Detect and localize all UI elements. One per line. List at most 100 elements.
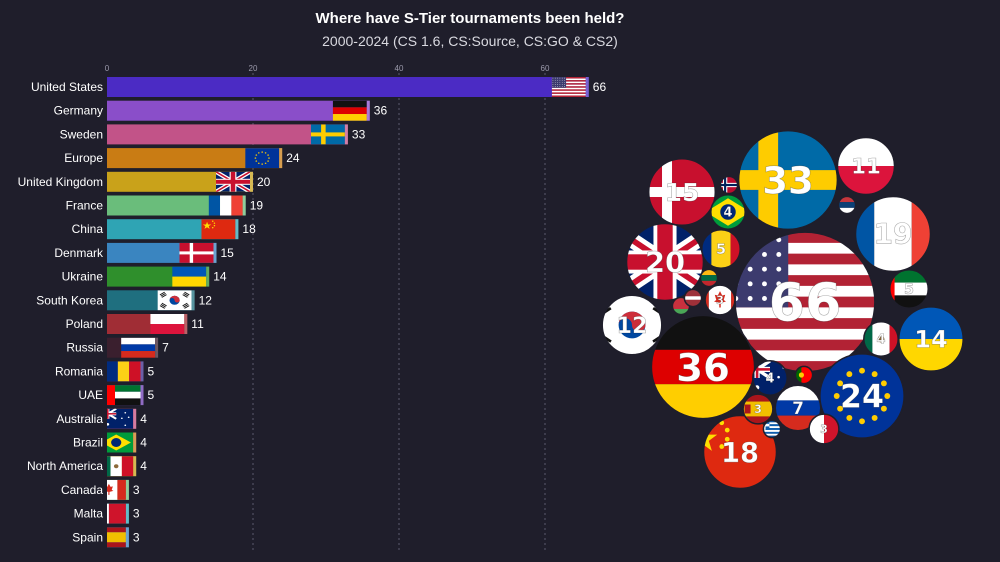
category-label: Denmark <box>54 246 104 260</box>
bubble: 7 <box>774 384 822 432</box>
bar-row: Australia 4 <box>56 408 147 429</box>
bubble-label: 11 <box>851 155 881 180</box>
flag-icon <box>107 385 141 406</box>
value-label: 3 <box>133 483 140 497</box>
bar-edge <box>206 266 210 287</box>
bar-edge <box>125 527 129 548</box>
bar-row: Romania 5 <box>55 361 155 382</box>
category-label: Germany <box>54 104 103 118</box>
bar-row: Denmark 15 <box>54 242 235 263</box>
bubble-label: 4 <box>877 333 886 348</box>
bubble-label: 66 <box>769 273 842 334</box>
value-label: 12 <box>199 293 213 307</box>
bar-edge <box>235 219 239 240</box>
flag-icon <box>107 361 141 382</box>
bubble: 14 <box>898 306 964 372</box>
value-label: 4 <box>140 412 147 426</box>
bar <box>107 124 348 145</box>
bubble <box>683 288 703 308</box>
bar-edge <box>191 290 195 311</box>
category-label: Russia <box>66 341 103 355</box>
bar-row: Europe 24 <box>64 148 300 169</box>
flag-icon <box>863 321 899 357</box>
flag-icon <box>245 148 280 169</box>
flag-icon <box>701 229 741 269</box>
bubble: 4 <box>752 360 788 396</box>
bar-row: North America 4 <box>27 456 147 477</box>
flag-icon <box>705 285 735 315</box>
flag-icon <box>743 394 773 424</box>
value-label: 15 <box>221 246 235 260</box>
bar-row: Ukraine 14 <box>62 266 227 287</box>
bubble-label: 3 <box>754 403 762 416</box>
bubble-label: 5 <box>716 242 726 258</box>
bubble-label: 20 <box>645 245 685 279</box>
bar-row: Russia 7 <box>66 337 169 358</box>
chart-title: Where have S-Tier tournaments been held? <box>315 10 625 27</box>
category-label: Malta <box>74 507 104 521</box>
bubble-label: 5 <box>904 282 914 298</box>
bar-edge <box>184 314 188 334</box>
flag-icon <box>310 124 345 145</box>
flag-icon <box>898 306 964 372</box>
bar-edge <box>133 408 137 429</box>
category-label: France <box>66 199 104 213</box>
flag-icon <box>107 503 126 524</box>
flag-icon <box>672 297 690 315</box>
x-tick-label: 60 <box>541 64 550 73</box>
bubble: 5 <box>701 229 741 269</box>
bar-edge <box>155 337 159 358</box>
bubble-label: 33 <box>762 159 814 202</box>
category-label: Brazil <box>73 436 103 450</box>
value-label: 5 <box>148 364 155 378</box>
bar-row: Sweden 33 <box>60 124 366 145</box>
bubble: 15 <box>647 157 717 227</box>
flag-icon <box>179 242 214 263</box>
bubble: 24 <box>819 353 905 439</box>
category-label: Europe <box>64 151 103 165</box>
value-label: 14 <box>213 270 227 284</box>
bubble-label: 4 <box>766 372 775 387</box>
chart-subtitle: 2000-2024 (CS 1.6, CS:Source, CS:GO & CS… <box>322 33 618 49</box>
bubble <box>719 175 739 195</box>
flag-icon <box>208 195 243 216</box>
bar-edge <box>213 242 217 263</box>
bubble: 3 <box>808 413 840 445</box>
flag-icon <box>700 269 718 287</box>
bubble: 4 <box>863 321 899 357</box>
value-label: 24 <box>286 151 300 165</box>
value-label: 5 <box>148 388 155 402</box>
category-label: UAE <box>78 388 103 402</box>
bar <box>107 148 283 169</box>
bubble-label: 12 <box>616 313 647 339</box>
bubble <box>762 419 782 439</box>
bubble-label: 19 <box>873 218 912 251</box>
bubble-label: 3 <box>820 423 828 436</box>
bar-edge <box>125 479 129 500</box>
flag-icon <box>107 527 126 548</box>
flag-icon <box>855 196 931 272</box>
flag-icon <box>809 414 839 444</box>
bar-edge <box>585 77 589 97</box>
bubble-label: 3 <box>716 294 724 307</box>
value-label: 18 <box>242 222 256 236</box>
x-tick-label: 40 <box>395 64 404 73</box>
bar-edge <box>133 432 137 453</box>
flag-icon <box>107 456 134 477</box>
bubble-label: 15 <box>665 178 700 207</box>
value-label: 36 <box>374 104 388 118</box>
bubble <box>837 195 857 215</box>
flag-icon <box>150 314 185 334</box>
value-label: 4 <box>140 459 147 473</box>
bar-row: Spain 3 <box>72 527 140 548</box>
bubble <box>671 296 691 316</box>
bubble: 33 <box>737 129 839 231</box>
flag-icon <box>107 479 126 500</box>
bubble: 3 <box>704 284 736 316</box>
bar-row: Poland 11 <box>66 314 204 334</box>
category-label: North America <box>27 459 103 473</box>
bar-edge <box>344 124 348 145</box>
value-label: 19 <box>250 199 264 213</box>
bar-edge <box>366 100 370 121</box>
bar-edge <box>279 148 283 169</box>
